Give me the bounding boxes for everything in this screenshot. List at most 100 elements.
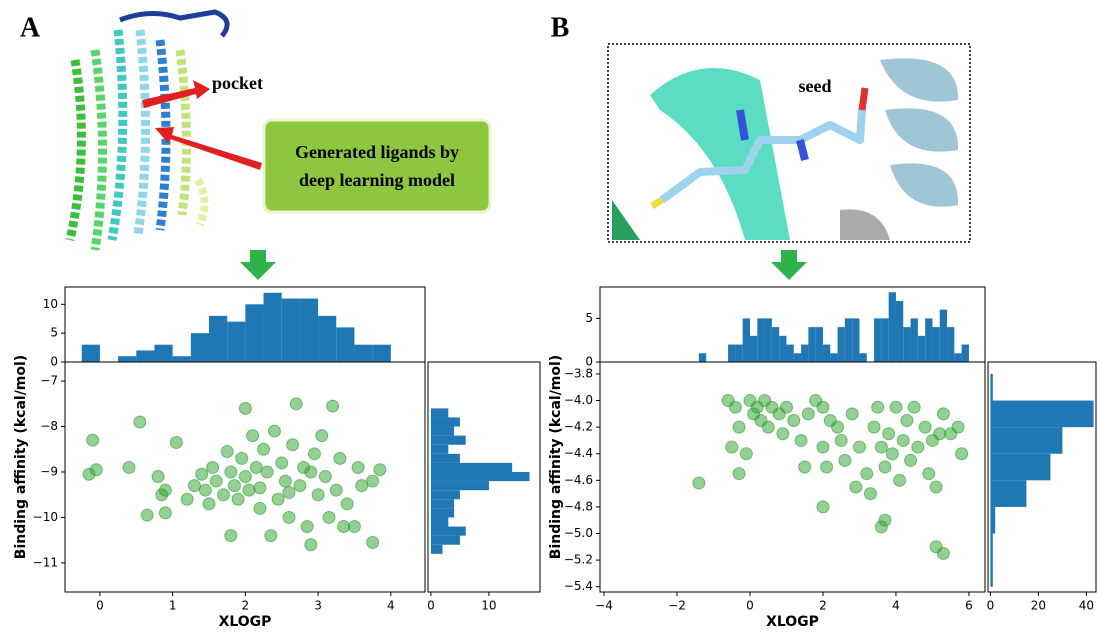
point — [221, 446, 233, 458]
histogram-bar — [962, 345, 969, 362]
point — [236, 452, 248, 464]
point — [861, 468, 873, 480]
histogram-bar — [431, 463, 512, 472]
point — [821, 461, 833, 473]
point — [283, 486, 295, 498]
histogram-bar — [431, 417, 460, 426]
histogram-bar — [82, 345, 100, 362]
point — [239, 471, 251, 483]
point — [905, 454, 917, 466]
histogram-bar — [801, 345, 808, 362]
point — [207, 461, 219, 473]
point — [170, 436, 182, 448]
point — [312, 489, 324, 501]
histogram-bar — [336, 327, 354, 362]
histogram-bar — [859, 353, 866, 362]
point — [923, 468, 935, 480]
y-tick-label: −4.6 — [564, 473, 593, 487]
point — [141, 509, 153, 521]
x-tick-label: −4 — [595, 599, 613, 613]
point — [740, 448, 752, 460]
point — [210, 475, 222, 487]
histogram-bar — [990, 401, 1093, 428]
x-tick-label: 0 — [427, 599, 435, 613]
x-tick-label: 20 — [1031, 599, 1046, 613]
point — [308, 448, 320, 460]
point — [799, 461, 811, 473]
histogram-bar — [990, 374, 992, 401]
x-tick-label: 0 — [96, 599, 104, 613]
point — [334, 452, 346, 464]
point — [199, 484, 211, 496]
histogram-bar — [990, 480, 1026, 507]
histogram-bar — [786, 345, 793, 362]
point — [338, 521, 350, 533]
point — [919, 421, 931, 433]
y-tick-label: −5.0 — [564, 526, 593, 540]
histogram-bar — [772, 327, 779, 362]
point — [733, 468, 745, 480]
point — [853, 441, 865, 453]
y-tick-label: 5 — [50, 326, 58, 340]
down-arrows — [240, 250, 807, 280]
x-tick-label: 3 — [314, 599, 322, 613]
histogram-bar — [990, 454, 1050, 481]
histogram-bar — [838, 327, 845, 362]
histogram-bar — [431, 499, 454, 508]
point — [305, 466, 317, 478]
point — [886, 448, 898, 460]
histogram-bar — [765, 318, 772, 362]
histogram-bar — [173, 356, 191, 362]
y-tick-label: −9 — [40, 465, 58, 479]
point — [901, 414, 913, 426]
point — [305, 539, 317, 551]
y-tick-label: 0 — [50, 355, 58, 369]
arrows — [142, 80, 262, 170]
point — [261, 466, 273, 478]
point — [693, 477, 705, 489]
point — [272, 493, 284, 505]
histogram-bar — [874, 318, 881, 362]
histogram-bar — [300, 299, 318, 362]
point — [879, 461, 891, 473]
point — [879, 514, 891, 526]
x-axis-label: XLOGP — [766, 614, 819, 630]
point — [894, 474, 906, 486]
point — [290, 398, 302, 410]
point — [188, 480, 200, 492]
point — [780, 401, 792, 413]
histogram-bar — [154, 345, 172, 362]
point — [254, 482, 266, 494]
point — [279, 475, 291, 487]
point — [802, 408, 814, 420]
point — [254, 502, 266, 514]
y-tick-label: 5 — [585, 311, 593, 325]
point — [268, 425, 280, 437]
histogram-bar — [431, 517, 448, 526]
point — [352, 461, 364, 473]
point — [733, 421, 745, 433]
histogram-bar — [118, 356, 136, 362]
y-tick-label: −3.8 — [564, 366, 593, 380]
protein-illustration — [70, 12, 227, 250]
annotation: Generated ligands by — [295, 142, 459, 162]
point — [159, 507, 171, 519]
point — [123, 461, 135, 473]
point — [374, 464, 386, 476]
point — [152, 471, 164, 483]
y-tick-label: −11 — [33, 555, 58, 569]
ligand-box — [264, 120, 490, 212]
point — [817, 501, 829, 513]
point — [316, 430, 328, 442]
y-tick-label: −5.2 — [564, 553, 593, 567]
point — [883, 428, 895, 440]
x-tick-label: 40 — [1079, 599, 1094, 613]
point — [864, 488, 876, 500]
point — [265, 530, 277, 542]
histogram-bar — [911, 318, 918, 362]
point — [287, 439, 299, 451]
point — [890, 401, 902, 413]
point — [912, 441, 924, 453]
histogram-bar — [954, 353, 961, 362]
histogram-bar — [823, 345, 830, 362]
